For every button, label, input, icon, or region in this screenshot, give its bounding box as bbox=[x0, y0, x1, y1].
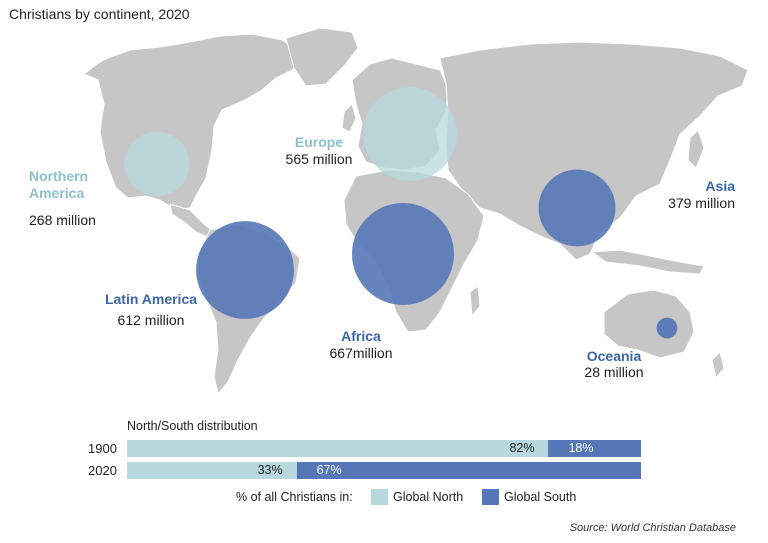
distribution-bar-2020: 33% 67% bbox=[127, 462, 641, 479]
legend-global-north: Global North bbox=[393, 490, 464, 504]
north-america-land bbox=[83, 33, 301, 211]
legend-label: % of all Christians in: bbox=[236, 490, 353, 504]
bubble-europe bbox=[363, 87, 457, 181]
year-2020-label: 2020 bbox=[88, 463, 117, 478]
japan-land bbox=[687, 129, 705, 169]
source-note: Source: World Christian Database bbox=[569, 522, 736, 534]
bubble-africa bbox=[352, 203, 454, 305]
world-map-svg bbox=[83, 27, 749, 395]
bar-2020-global-north: 33% bbox=[127, 462, 297, 479]
label-europe: Europe bbox=[294, 134, 344, 150]
world-map: Northern America 268 million Europe 565 … bbox=[29, 27, 749, 395]
value-latin-america: 612 million bbox=[117, 312, 185, 328]
bubble-layer bbox=[124, 87, 678, 339]
bar-1900-global-north: 82% bbox=[127, 440, 549, 457]
legend-global-south: Global South bbox=[504, 490, 577, 504]
label-northern-america: Northern America bbox=[29, 168, 88, 202]
label-asia: Asia bbox=[705, 178, 735, 194]
value-africa: 667million bbox=[329, 345, 393, 361]
new-zealand-land bbox=[711, 351, 725, 379]
southeast-asia-islands bbox=[591, 249, 705, 275]
greenland-land bbox=[285, 27, 359, 87]
bar-2020-north-pct: 33% bbox=[257, 463, 283, 477]
bar-1900-south-pct: 18% bbox=[568, 441, 594, 455]
year-1900-label: 1900 bbox=[88, 441, 117, 456]
bubble-northern-america bbox=[124, 131, 190, 197]
value-oceania: 28 million bbox=[584, 364, 644, 380]
australia-land bbox=[603, 289, 695, 359]
bar-2020-global-south: 67% bbox=[296, 462, 641, 479]
madagascar-land bbox=[469, 285, 481, 317]
bar-2020-south-pct: 67% bbox=[316, 463, 342, 477]
bar-1900-north-pct: 82% bbox=[509, 441, 535, 455]
uk-land bbox=[341, 103, 357, 133]
label-africa: Africa bbox=[341, 328, 381, 344]
value-europe: 565 million bbox=[285, 151, 353, 167]
label-northern-america-line1: Northern bbox=[29, 168, 89, 184]
value-asia: 379 million bbox=[668, 195, 735, 211]
bubble-oceania bbox=[656, 317, 678, 339]
distribution-title: North/South distribution bbox=[127, 419, 258, 433]
bubble-asia bbox=[538, 169, 616, 247]
asia-land bbox=[439, 41, 749, 261]
label-latin-america: Latin America bbox=[104, 291, 198, 307]
bar-1900-global-south: 18% bbox=[548, 440, 641, 457]
legend-swatch-global-north bbox=[371, 489, 388, 505]
central-america-land bbox=[169, 203, 215, 239]
distribution-bar-1900: 82% 18% bbox=[127, 440, 641, 457]
label-oceania: Oceania bbox=[586, 348, 642, 364]
value-northern-america: 268 million bbox=[29, 212, 96, 228]
map-title: Christians by continent, 2020 bbox=[9, 6, 190, 22]
legend-swatch-global-south bbox=[482, 489, 499, 505]
bubble-latin-america bbox=[196, 221, 294, 319]
label-northern-america-line2: America bbox=[29, 185, 85, 201]
